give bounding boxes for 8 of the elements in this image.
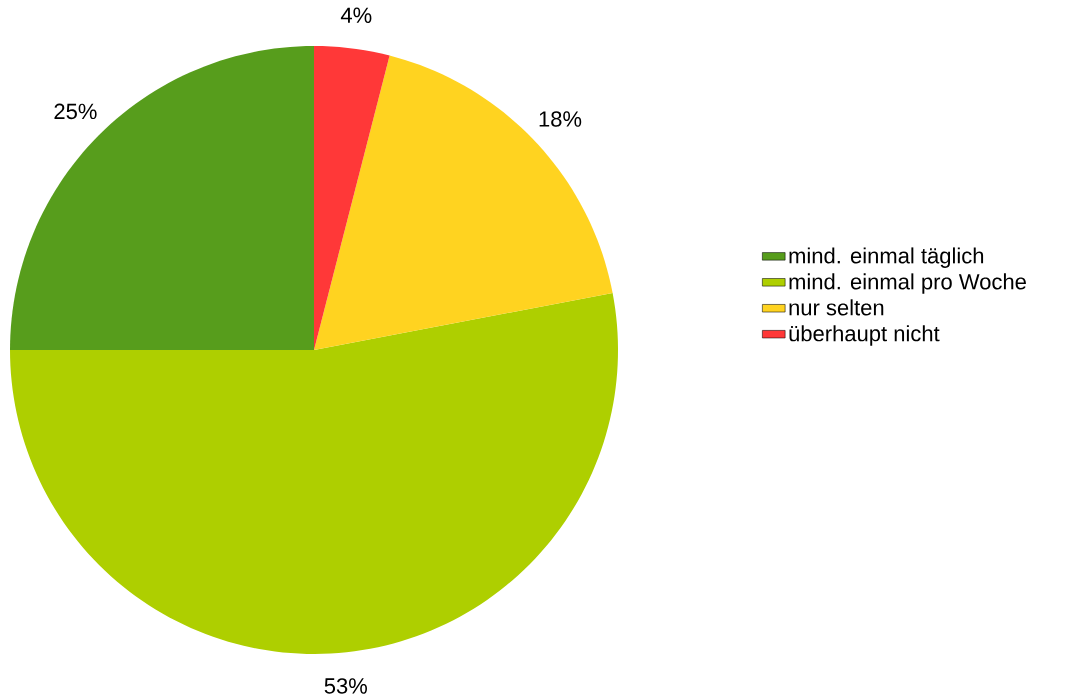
- legend-label: überhaupt nicht: [789, 325, 940, 346]
- data-label: 53%: [324, 678, 367, 694]
- legend-label: mind. einmal pro Woche: [789, 273, 1026, 294]
- data-label: 4%: [340, 7, 372, 23]
- legend-label: nur selten: [789, 299, 884, 316]
- data-label: 25%: [54, 103, 97, 120]
- data-label: 18%: [539, 111, 582, 127]
- legend-label: mind. einmal täglich: [789, 247, 984, 268]
